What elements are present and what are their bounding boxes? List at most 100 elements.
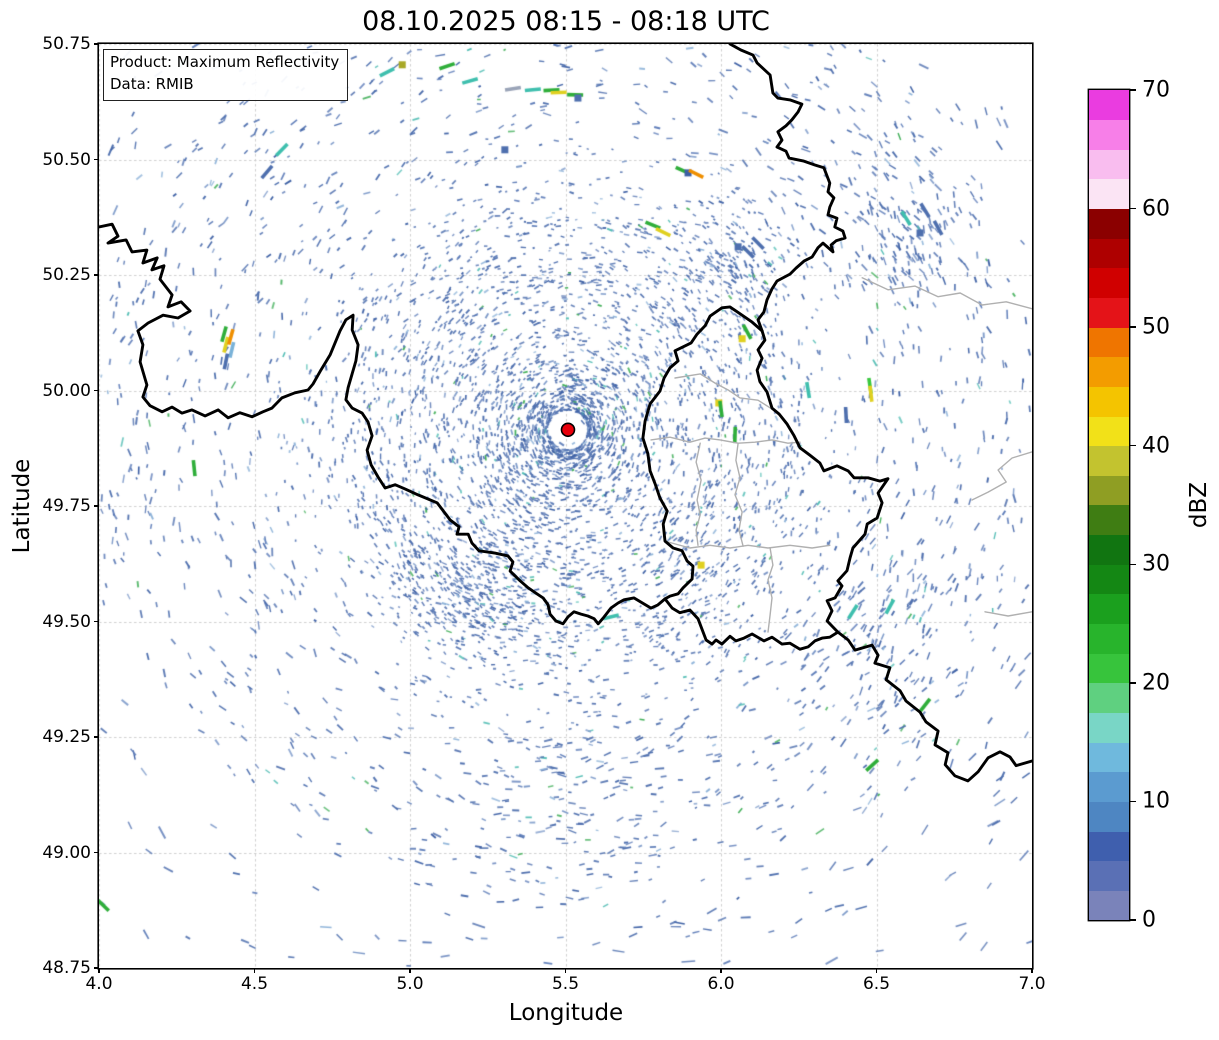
colorbar-segment xyxy=(1089,860,1129,891)
colorbar-segment xyxy=(1089,505,1129,536)
colorbar-tick-label: 50 xyxy=(1142,314,1170,340)
colorbar-segment xyxy=(1089,742,1129,773)
colorbar-segment xyxy=(1089,682,1129,713)
x-tick-mark xyxy=(98,968,100,973)
x-axis-label: Longitude xyxy=(508,1000,624,1026)
y-tick-mark xyxy=(94,736,99,738)
colorbar-segment xyxy=(1089,149,1129,180)
colorbar-tick-mark xyxy=(1130,207,1136,210)
colorbar-segment xyxy=(1089,801,1129,832)
colorbar xyxy=(1089,90,1129,921)
colorbar-segment xyxy=(1089,653,1129,684)
colorbar-segment xyxy=(1089,416,1129,447)
colorbar-segment xyxy=(1089,475,1129,506)
colorbar-segment xyxy=(1089,356,1129,387)
colorbar-label: dBZ xyxy=(1186,481,1212,529)
region-border xyxy=(695,442,702,546)
colorbar-tick-label: 0 xyxy=(1142,907,1156,933)
product-label: Product: Maximum Reflectivity xyxy=(110,53,340,71)
radar-location-marker xyxy=(560,422,576,438)
colorbar-segment xyxy=(1089,238,1129,269)
colorbar-tick-label: 70 xyxy=(1142,77,1170,103)
colorbar-tick-label: 20 xyxy=(1142,670,1170,696)
border-overlay xyxy=(99,44,1032,783)
product-info-box: Product: Maximum Reflectivity Data: RMIB xyxy=(103,49,349,101)
colorbar-tick-mark xyxy=(1130,563,1136,565)
x-tick-label: 4.5 xyxy=(240,974,269,994)
x-tick-mark xyxy=(720,968,722,973)
y-tick-mark xyxy=(94,967,99,969)
colorbar-segment xyxy=(1089,564,1129,595)
radar-echo-layer xyxy=(99,44,1032,968)
colorbar-segment xyxy=(1089,623,1129,654)
y-tick-label: 50.50 xyxy=(42,149,91,170)
colorbar-segment xyxy=(1089,771,1129,802)
y-tick-mark xyxy=(94,389,99,392)
y-tick-mark xyxy=(94,43,99,45)
colorbar-tick-label: 40 xyxy=(1142,433,1170,459)
map-plot-area: Product: Maximum Reflectivity Data: RMIB… xyxy=(42,34,1045,994)
colorbar-segment xyxy=(1089,593,1129,625)
y-tick-label: 50.00 xyxy=(42,380,91,401)
colorbar-tick-label: 60 xyxy=(1142,196,1170,222)
colorbar-segment xyxy=(1089,208,1129,239)
country-border xyxy=(641,305,764,601)
data-source-label: Data: RMIB xyxy=(110,74,194,93)
country-border xyxy=(99,222,840,651)
colorbar-tick-label: 10 xyxy=(1142,788,1170,814)
region-border xyxy=(971,451,1032,501)
colorbar-tick-mark xyxy=(1130,445,1136,447)
colorbar-segment xyxy=(1089,297,1129,328)
colorbar-segment xyxy=(1089,831,1129,862)
colorbar-segment xyxy=(1089,534,1129,565)
colorbar-segment xyxy=(1089,90,1129,121)
colorbar-segment xyxy=(1089,386,1129,417)
y-tick-mark xyxy=(94,158,99,161)
region-border xyxy=(667,541,831,549)
y-axis-label: Latitude xyxy=(9,458,35,554)
colorbar-tick-mark xyxy=(1130,919,1136,921)
colorbar-tick-mark xyxy=(1130,326,1136,328)
y-tick-mark xyxy=(94,505,99,507)
x-tick-label: 6.5 xyxy=(862,974,891,994)
y-tick-label: 50.75 xyxy=(42,34,91,54)
colorbar-tick-mark xyxy=(1130,682,1136,684)
plot-title: 08.10.2025 08:15 - 08:18 UTC xyxy=(362,6,770,37)
y-tick-mark xyxy=(94,620,99,623)
region-border xyxy=(650,436,801,444)
region-border xyxy=(984,611,1032,617)
colorbar-segment xyxy=(1089,267,1129,298)
y-tick-mark xyxy=(94,274,99,276)
x-tick-label: 6.0 xyxy=(707,974,735,994)
colorbar-segment xyxy=(1089,178,1129,210)
x-tick-mark xyxy=(1031,968,1033,973)
country-border xyxy=(728,44,1032,783)
y-tick-label: 48.75 xyxy=(42,958,91,978)
y-tick-mark xyxy=(94,851,99,854)
x-tick-label: 5.0 xyxy=(396,974,424,994)
colorbar-segment xyxy=(1089,445,1129,476)
region-border xyxy=(767,547,774,633)
region-border xyxy=(734,442,744,547)
colorbar-tick-mark xyxy=(1130,800,1136,803)
y-tick-label: 49.75 xyxy=(42,496,91,516)
colorbar-tick-label: 30 xyxy=(1142,551,1170,577)
colorbar-tick-mark xyxy=(1130,89,1136,91)
x-tick-mark xyxy=(409,968,411,973)
y-tick-label: 49.50 xyxy=(42,611,91,632)
x-tick-mark xyxy=(875,968,878,973)
y-tick-label: 49.25 xyxy=(42,727,91,747)
y-tick-label: 49.00 xyxy=(42,842,91,863)
colorbar-segment xyxy=(1089,712,1129,743)
x-tick-label: 4.0 xyxy=(85,974,113,994)
colorbar-segment xyxy=(1089,327,1129,358)
region-border xyxy=(861,277,1032,310)
x-tick-label: 7.0 xyxy=(1018,974,1046,994)
colorbar-segment xyxy=(1089,890,1129,921)
x-tick-label: 5.5 xyxy=(551,974,580,994)
x-tick-mark xyxy=(253,968,256,973)
colorbar-segment xyxy=(1089,119,1129,150)
x-tick-mark xyxy=(564,968,567,973)
y-tick-label: 50.25 xyxy=(42,265,91,285)
